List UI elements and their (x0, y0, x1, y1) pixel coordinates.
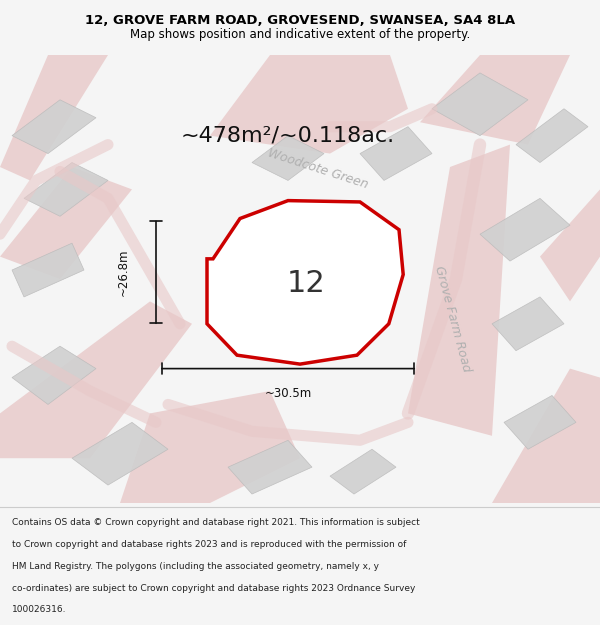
Text: Grove Farm Road: Grove Farm Road (433, 265, 473, 374)
Text: Contains OS data © Crown copyright and database right 2021. This information is : Contains OS data © Crown copyright and d… (12, 518, 420, 527)
Text: ~478m²/~0.118ac.: ~478m²/~0.118ac. (181, 126, 395, 146)
Polygon shape (12, 346, 96, 404)
Polygon shape (252, 136, 324, 181)
Polygon shape (207, 201, 403, 364)
Polygon shape (24, 162, 108, 216)
Text: co-ordinates) are subject to Crown copyright and database rights 2023 Ordnance S: co-ordinates) are subject to Crown copyr… (12, 584, 415, 592)
Polygon shape (228, 440, 312, 494)
Text: 12: 12 (287, 269, 325, 298)
Polygon shape (330, 449, 396, 494)
Polygon shape (516, 109, 588, 162)
Polygon shape (240, 243, 348, 332)
Polygon shape (120, 391, 300, 503)
Text: ~26.8m: ~26.8m (116, 249, 130, 296)
Polygon shape (210, 55, 408, 154)
Polygon shape (540, 189, 600, 301)
Polygon shape (504, 396, 576, 449)
Text: ~30.5m: ~30.5m (265, 387, 311, 400)
Polygon shape (420, 55, 570, 144)
Text: 100026316.: 100026316. (12, 606, 67, 614)
Text: to Crown copyright and database rights 2023 and is reproduced with the permissio: to Crown copyright and database rights 2… (12, 539, 406, 549)
Polygon shape (72, 422, 168, 485)
Polygon shape (0, 55, 108, 181)
Polygon shape (12, 243, 84, 297)
Text: 12, GROVE FARM ROAD, GROVESEND, SWANSEA, SA4 8LA: 12, GROVE FARM ROAD, GROVESEND, SWANSEA,… (85, 14, 515, 27)
Polygon shape (360, 127, 432, 181)
Polygon shape (432, 73, 528, 136)
Polygon shape (0, 167, 132, 279)
Text: Woodcote Green: Woodcote Green (266, 147, 370, 192)
Polygon shape (492, 297, 564, 351)
Polygon shape (408, 144, 510, 436)
Polygon shape (0, 301, 192, 458)
Text: Map shows position and indicative extent of the property.: Map shows position and indicative extent… (130, 28, 470, 41)
Text: HM Land Registry. The polygons (including the associated geometry, namely x, y: HM Land Registry. The polygons (includin… (12, 561, 379, 571)
Polygon shape (492, 369, 600, 503)
Polygon shape (12, 100, 96, 154)
Polygon shape (480, 198, 570, 261)
